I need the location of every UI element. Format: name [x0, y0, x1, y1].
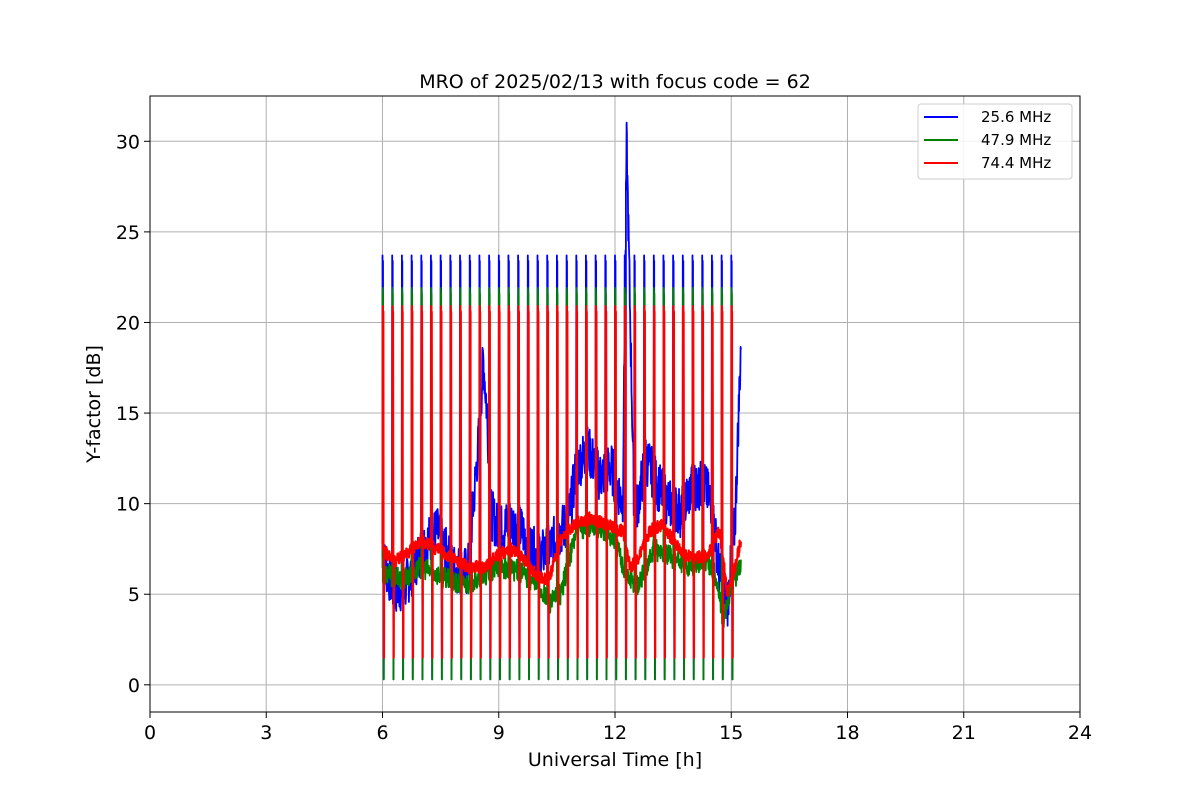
y-tick-label: 30: [116, 131, 140, 153]
x-tick-label: 9: [493, 722, 505, 744]
y-tick-label: 15: [116, 403, 140, 425]
legend-box: [917, 103, 1073, 180]
y-tick-label: 5: [128, 584, 140, 606]
x-tick-label: 12: [603, 722, 627, 744]
legend-entry-label: 47.9 MHz: [981, 131, 1051, 149]
y-tick-label: 20: [116, 312, 140, 334]
chart-title: MRO of 2025/02/13 with focus code = 62: [419, 71, 811, 93]
x-tick-label: 18: [835, 722, 859, 744]
plot-series: [381, 121, 742, 681]
axis-ticks: 0 3 6 9 12 15 18 21 24 0 5 10 15 20 25 30: [116, 131, 1092, 744]
x-tick-label: 6: [376, 722, 388, 744]
x-tick-label: 3: [260, 722, 272, 744]
series-line: [381, 121, 742, 681]
y-tick-label: 10: [116, 494, 140, 516]
x-tick-label: 24: [1068, 722, 1092, 744]
legend-entry-label: 25.6 MHz: [981, 108, 1051, 126]
y-tick-label: 0: [128, 675, 140, 697]
x-tick-label: 15: [719, 722, 743, 744]
legend-entry-label: 74.4 MHz: [981, 154, 1051, 172]
y-axis-label: Y-factor [dB]: [83, 345, 105, 464]
x-tick-label: 0: [144, 722, 156, 744]
series-line: [381, 305, 742, 659]
x-axis-label: Universal Time [h]: [528, 749, 702, 771]
legend: 25.6 MHz 47.9 MHz 74.4 MHz: [917, 103, 1073, 180]
x-tick-label: 21: [952, 722, 976, 744]
y-tick-label: 25: [116, 222, 140, 244]
